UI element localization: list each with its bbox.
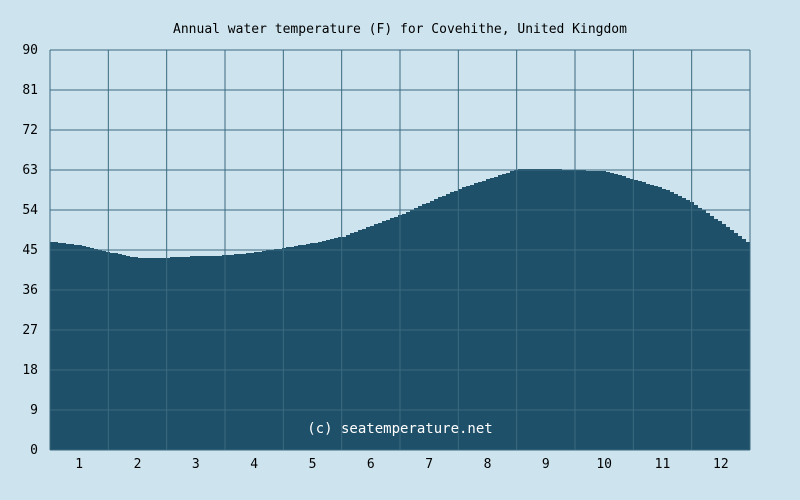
y-tick-label: 45 — [22, 243, 38, 258]
x-axis-ticks: 1 2 3 4 5 6 7 8 9 10 11 12 — [75, 457, 728, 472]
grid — [49, 49, 751, 451]
y-axis-ticks: 0 9 18 27 36 45 54 63 72 81 90 — [22, 43, 38, 458]
x-tick-label: 9 — [542, 457, 550, 472]
x-tick-label: 2 — [134, 457, 142, 472]
y-tick-label: 81 — [22, 83, 38, 98]
credit-label: (c) seatemperature.net — [307, 421, 492, 437]
y-tick-label: 27 — [22, 323, 38, 338]
y-tick-label: 18 — [22, 363, 38, 378]
y-tick-label: 90 — [22, 43, 38, 58]
y-tick-label: 0 — [30, 443, 38, 458]
x-tick-label: 7 — [425, 457, 433, 472]
y-tick-label: 54 — [22, 203, 38, 218]
y-tick-label: 63 — [22, 163, 38, 178]
x-tick-label: 3 — [192, 457, 200, 472]
x-tick-label: 4 — [250, 457, 258, 472]
x-tick-label: 11 — [655, 457, 671, 472]
x-tick-label: 1 — [75, 457, 83, 472]
x-tick-label: 6 — [367, 457, 375, 472]
y-tick-label: 72 — [22, 123, 38, 138]
y-tick-label: 36 — [22, 283, 38, 298]
x-tick-label: 5 — [309, 457, 317, 472]
y-tick-label: 9 — [30, 403, 38, 418]
chart-title: Annual water temperature (F) for Covehit… — [173, 22, 627, 37]
x-tick-label: 8 — [484, 457, 492, 472]
x-tick-label: 12 — [713, 457, 729, 472]
x-tick-label: 10 — [596, 457, 612, 472]
